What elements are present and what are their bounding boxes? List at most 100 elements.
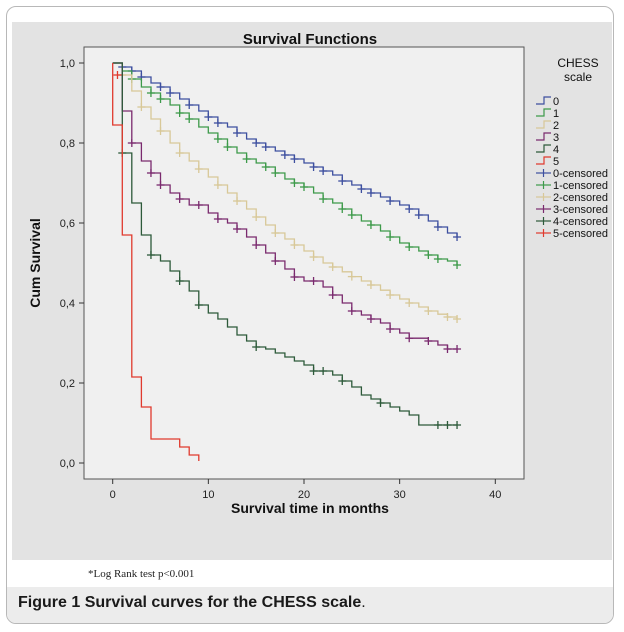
legend-label-4-censored: 4-censored [553,216,608,228]
censor-mark-3 [213,215,222,223]
censor-mark-1 [347,211,356,219]
censor-mark-4 [175,277,184,285]
censor-mark-2 [424,307,433,315]
censor-mark-0 [233,129,242,137]
censor-mark-1 [185,115,194,123]
censor-mark-2 [175,149,184,157]
legend-title-line: scale [564,70,592,84]
caption-period: . [361,594,366,611]
censor-mark-3 [386,325,395,333]
x-tick-label: 40 [489,489,501,501]
censor-mark-2 [366,281,375,289]
censor-mark-2 [309,253,318,261]
censor-mark-1 [271,169,280,177]
censor-mark-2 [233,197,242,205]
censor-mark-2 [194,165,203,173]
censor-mark-1 [261,163,270,171]
censor-mark-0 [204,113,213,121]
censor-mark-2 [386,291,395,299]
censor-mark-3 [252,241,261,249]
legend-swatch-2-censored [536,193,551,201]
censor-mark-3 [194,201,203,209]
x-tick-label: 0 [110,489,116,501]
censor-mark-1 [156,95,165,103]
censor-mark-1 [290,179,299,187]
censor-mark-4 [252,343,261,351]
y-tick-label: 0,2 [60,378,75,390]
y-axis-label: Cum Survival [27,218,43,307]
censor-mark-0 [357,185,366,193]
censor-mark-1 [213,135,222,143]
censor-mark-3 [453,345,462,353]
censor-mark-0 [405,205,414,213]
legend-swatch-1 [536,108,551,117]
legend-swatch-5 [536,156,551,165]
censor-mark-3 [366,315,375,323]
y-tick-label: 1,0 [60,58,75,70]
censor-mark-1 [424,251,433,259]
censor-mark-0 [319,167,328,175]
censor-mark-2 [290,241,299,249]
survival-curve-1 [112,62,458,265]
censor-mark-2 [137,103,146,111]
censor-mark-0 [414,211,423,219]
x-tick-label: 30 [394,489,406,501]
censor-mark-1 [175,109,184,117]
censor-mark-3 [175,195,184,203]
y-tick-label: 0,8 [60,138,75,150]
censor-mark-2 [328,263,337,271]
censor-mark-1 [405,243,414,251]
censor-mark-4 [376,399,385,407]
censor-mark-3 [424,337,433,345]
caption-label: Figure 1 [18,594,81,611]
censor-mark-3 [127,139,136,147]
legend-label-3-censored: 3-censored [553,204,608,216]
censor-mark-0 [453,233,462,241]
censor-mark-0 [213,119,222,127]
censor-mark-1 [338,205,347,213]
censor-mark-3 [233,225,242,233]
legend-label-2-censored: 2-censored [553,192,608,204]
censor-mark-0 [252,139,261,147]
legend-swatch-1-censored [536,181,551,189]
censor-mark-3 [309,277,318,285]
censor-mark-1 [366,221,375,229]
survival-curve-2 [112,62,458,319]
censor-mark-4 [309,367,318,375]
censor-mark-1 [433,255,442,263]
censor-mark-0 [185,101,194,109]
censor-mark-0 [280,151,289,159]
caption-band [7,587,613,623]
caption-text: Survival curves for the CHESS scale [84,594,362,611]
legend-label-4: 4 [553,144,559,156]
y-tick-label: 0,4 [60,298,75,310]
censor-mark-4 [194,301,203,309]
legend-swatch-3-censored [536,205,551,213]
censor-mark-2 [347,272,356,281]
censor-mark-0 [166,89,175,97]
censor-mark-1 [386,233,395,241]
censor-mark-3 [347,307,356,315]
censor-mark-1 [146,89,155,97]
censor-mark-4 [433,421,442,429]
censor-mark-3 [290,273,299,281]
legend-label-0-censored: 0-censored [553,168,608,180]
censor-mark-3 [405,334,414,343]
censor-mark-1 [223,143,232,151]
censor-mark-3 [156,181,165,189]
legend-swatch-4 [536,144,551,153]
x-tick-label: 20 [298,489,310,501]
legend-swatch-4-censored [536,217,551,225]
x-tick-label: 10 [202,489,214,501]
legend-title-line: CHESS [557,56,598,70]
legend-label-1-censored: 1-censored [553,180,608,192]
legend-label-5-censored: 5-censored [553,228,608,240]
x-axis-label: Survival time in months [231,500,389,516]
survival-chart: Survival Functions Survival time in mont… [12,22,612,560]
censor-mark-0 [386,197,395,205]
censor-mark-1 [319,195,328,203]
legend-swatch-0-censored [536,169,551,177]
figure-caption: Figure 1 Survival curves for the CHESS s… [18,594,608,612]
chart-title: Survival Functions [243,31,377,48]
censor-mark-3 [443,345,452,353]
